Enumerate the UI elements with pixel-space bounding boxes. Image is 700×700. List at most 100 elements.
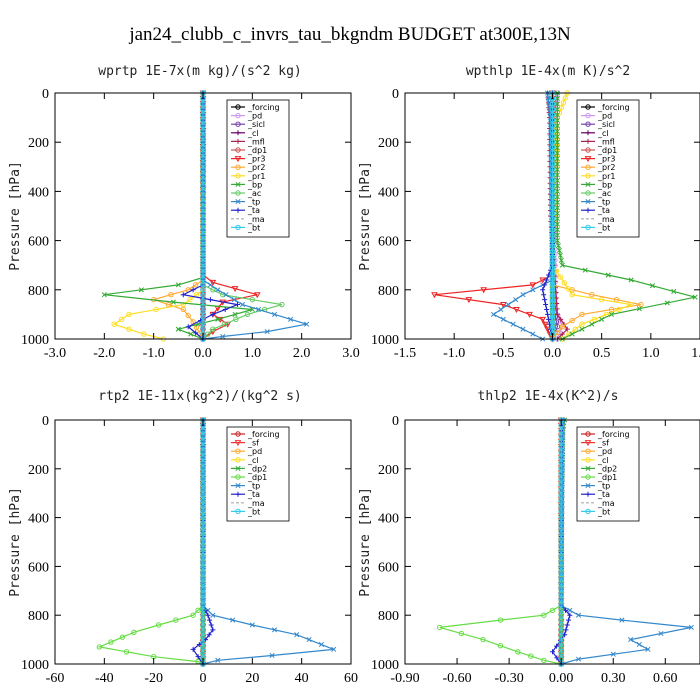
series-marker [549, 265, 556, 271]
series-marker [549, 188, 556, 195]
series-marker [554, 194, 560, 200]
series-marker [658, 630, 664, 637]
y-tick-label: 200 [28, 136, 49, 151]
legend-marker [585, 224, 591, 231]
series-marker [465, 297, 473, 304]
x-tick-label: -1.0 [443, 346, 465, 361]
series-marker [195, 607, 201, 614]
series-marker [549, 237, 556, 244]
y-tick-label: 1000 [371, 658, 399, 673]
series-marker [563, 627, 569, 633]
series-marker [306, 637, 312, 643]
series-marker [200, 531, 206, 537]
series-marker [557, 252, 563, 258]
series-marker [168, 292, 174, 298]
series-marker [222, 306, 228, 312]
legend-marker [585, 190, 591, 196]
series-marker [544, 277, 550, 283]
series-marker [558, 498, 564, 505]
legend-label: _pr2 [597, 163, 615, 172]
series-marker [546, 272, 552, 278]
series-marker [539, 277, 547, 284]
x-tick-label: 0 [200, 671, 207, 686]
series-marker [510, 321, 516, 327]
legend-marker [235, 173, 241, 179]
legend: _forcing_pd_sicl_cl_mfl_dp1_pr3_pr2_pr1_… [576, 99, 640, 238]
series-marker [200, 471, 206, 477]
legend-marker [585, 112, 591, 119]
y-tick-label: 400 [28, 512, 49, 527]
x-tick-label: -0.30 [495, 671, 524, 686]
series-marker [563, 607, 569, 613]
series-marker [288, 316, 294, 322]
series-marker [553, 158, 559, 165]
series-marker [200, 270, 206, 277]
series-marker [200, 525, 206, 532]
series-marker [249, 296, 256, 303]
series-marker [554, 128, 560, 134]
series-marker [572, 326, 579, 332]
x-tick-label: 0.60 [653, 671, 678, 686]
legend-label: _bt [597, 223, 610, 232]
series-marker [608, 306, 615, 313]
x-tick-label: -0.90 [390, 671, 419, 686]
series-marker [558, 563, 564, 570]
series-marker [138, 287, 144, 293]
legend-label: _pd [597, 112, 612, 121]
series-marker [549, 199, 556, 206]
series-marker [200, 276, 206, 282]
legend-marker [585, 130, 591, 136]
y-tick-label: 600 [28, 560, 49, 575]
legend-marker [235, 448, 241, 454]
series-marker [200, 601, 206, 608]
legend-marker [585, 207, 591, 213]
legend-label: _pr3 [597, 155, 615, 164]
series-marker [200, 569, 206, 575]
series-marker [200, 607, 206, 613]
series-marker [549, 210, 556, 216]
series-marker [575, 612, 582, 618]
series-pr3 [431, 90, 556, 343]
series-marker [210, 627, 216, 633]
series-marker [200, 542, 206, 548]
series-marker [200, 444, 206, 450]
series-marker [205, 612, 211, 618]
series-marker [554, 227, 560, 233]
series-marker [558, 455, 564, 461]
series-marker [541, 657, 547, 664]
series-marker [558, 449, 564, 456]
y-tick-label: 800 [378, 284, 399, 299]
series-bt [200, 90, 206, 342]
x-tick-label: 0.00 [549, 671, 574, 686]
legend-marker [584, 440, 592, 447]
series-marker [200, 248, 206, 255]
series-marker [279, 301, 285, 308]
x-tick-label: -20 [144, 671, 163, 686]
series-marker [558, 476, 564, 483]
legend-label: _forcing [247, 430, 280, 439]
series-marker [200, 101, 206, 107]
x-tick-label: 60 [344, 671, 358, 686]
series-marker [688, 624, 694, 630]
panel-title: wpthlp 1E-4x(m K)/s^2 [466, 64, 630, 79]
series-marker [558, 558, 564, 564]
legend: _forcing_pd_sicl_cl_mfl_dp1_pr3_pr2_pr1_… [226, 99, 290, 238]
series-marker [549, 128, 556, 134]
series-marker [209, 279, 217, 286]
series-marker [200, 183, 206, 189]
legend-marker [585, 164, 591, 170]
x-tick-label: -3.0 [44, 346, 66, 361]
legend-label: _ma [597, 215, 615, 224]
series-marker [554, 117, 560, 123]
series-marker [559, 262, 565, 268]
series-marker [185, 324, 191, 330]
y-tick-label: 800 [28, 284, 49, 299]
legend-marker [235, 457, 241, 463]
legend-marker [585, 465, 591, 471]
series-marker [200, 639, 206, 646]
series-marker [558, 433, 564, 439]
y-axis-label: Pressure [hPa] [358, 161, 373, 271]
series-marker [628, 277, 634, 283]
series-marker [223, 292, 229, 298]
legend-label: _bt [597, 507, 610, 516]
